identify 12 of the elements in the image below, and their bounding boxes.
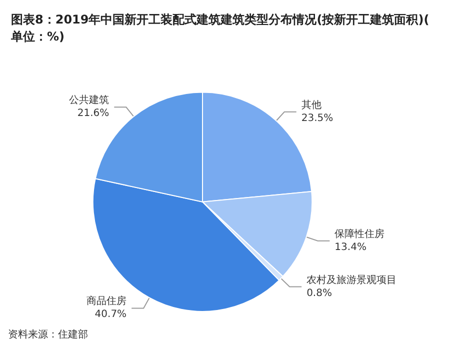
data-label: 40.7% bbox=[94, 309, 127, 320]
data-label: 23.5% bbox=[301, 112, 334, 124]
slice-label: 保障性住房 bbox=[334, 228, 385, 240]
chart-title: 图表8：2019年中国新开工装配式建筑建筑类型分布情况(按新开工建筑面积)(单位：%) bbox=[10, 12, 430, 44]
slice-label: 公共建筑 bbox=[69, 94, 110, 106]
data-label: 13.4% bbox=[334, 242, 366, 253]
slice-label: 商品住房 bbox=[86, 295, 127, 308]
text: 资料来源：住建部 bbox=[8, 328, 88, 340]
data-label: 21.6% bbox=[77, 108, 110, 120]
slice-label: 农村及旅游景观项目 bbox=[306, 274, 397, 286]
slice-label: 其他 bbox=[301, 98, 322, 111]
data-label: 0.8% bbox=[306, 288, 332, 299]
